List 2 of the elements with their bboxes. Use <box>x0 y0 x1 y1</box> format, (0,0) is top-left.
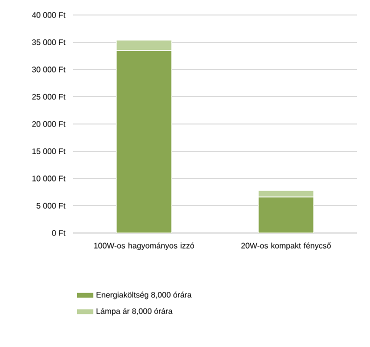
bar <box>116 50 172 233</box>
bar <box>258 196 314 233</box>
